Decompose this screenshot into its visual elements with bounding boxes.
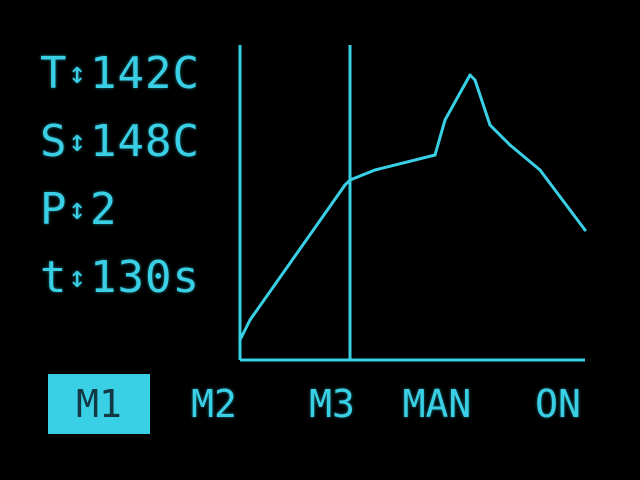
data-point [468, 73, 472, 77]
up-down-arrow-icon: ↕ [68, 260, 88, 295]
readout-temperature: T ↕ 142C [40, 40, 230, 108]
up-down-arrow-icon: ↕ [68, 56, 88, 91]
readout-value: 2 [90, 184, 118, 235]
readout-label: S [40, 116, 68, 167]
readout-value: 142C [90, 48, 200, 99]
menu-item-m2[interactable]: M2 [191, 382, 237, 426]
data-point [343, 183, 347, 187]
readout-panel: T ↕ 142C S ↕ 148C P ↕ 2 t ↕ 130s [40, 40, 230, 312]
data-point [583, 228, 587, 232]
data-point [348, 178, 352, 182]
data-point [508, 143, 512, 147]
menu-item-on[interactable]: ON [535, 382, 581, 426]
up-down-arrow-icon: ↕ [68, 192, 88, 227]
data-point [248, 318, 252, 322]
readout-label: P [40, 184, 68, 235]
menu-bar: M1 M2 M3 MAN ON [40, 370, 600, 436]
readout-label: t [40, 252, 68, 303]
readout-program: P ↕ 2 [40, 176, 230, 244]
readout-setpoint: S ↕ 148C [40, 108, 230, 176]
data-point [473, 78, 477, 82]
menu-item-man[interactable]: MAN [402, 382, 472, 426]
menu-item-m1[interactable]: M1 [48, 374, 150, 434]
data-point [538, 168, 542, 172]
readout-time: t ↕ 130s [40, 244, 230, 312]
menu-item-m3[interactable]: M3 [309, 382, 355, 426]
data-point [488, 123, 492, 127]
data-point [238, 338, 242, 342]
readout-value: 130s [90, 252, 200, 303]
data-point [373, 168, 377, 172]
data-point [443, 118, 447, 122]
data-point [433, 153, 437, 157]
series-line [238, 73, 587, 342]
readout-label: T [40, 48, 68, 99]
up-down-arrow-icon: ↕ [68, 124, 88, 159]
readout-value: 148C [90, 116, 200, 167]
